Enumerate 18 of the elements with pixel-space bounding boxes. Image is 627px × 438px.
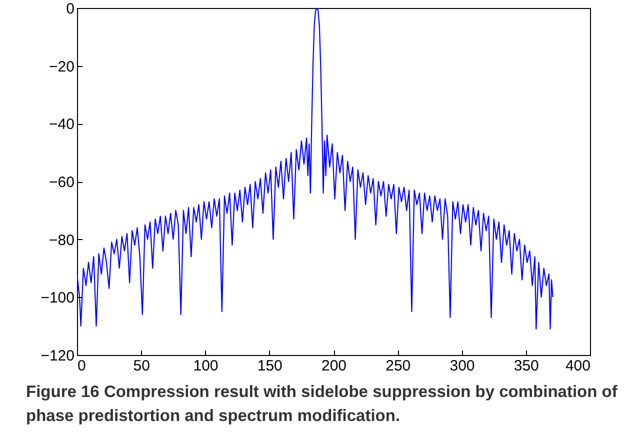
x-tick-label: 0: [78, 358, 86, 374]
x-tick-label: 50: [133, 358, 150, 374]
y-tick-label: −40: [49, 116, 74, 134]
x-tick-label: 300: [450, 358, 475, 374]
line-series: [77, 8, 554, 330]
x-tick-label: 200: [321, 358, 347, 374]
y-tick-label: −100: [40, 290, 74, 307]
x-tick-label: 100: [193, 358, 218, 374]
x-tick-label: 350: [514, 358, 539, 374]
y-tick-label: −60: [49, 174, 74, 191]
caption: Figure 16 Compression result with sidelobe suppression by combination of phase predistortion and spectrum modification.: [26, 382, 618, 427]
y-tick-label: 0: [66, 0, 74, 18]
x-tick-label: 400: [565, 358, 590, 374]
y-tick-label: −120: [40, 348, 74, 364]
y-tick-label: −80: [49, 232, 74, 249]
y-tick-label: −20: [49, 58, 74, 76]
x-tick-label: 250: [386, 358, 411, 374]
x-tick-label: 150: [257, 358, 282, 374]
